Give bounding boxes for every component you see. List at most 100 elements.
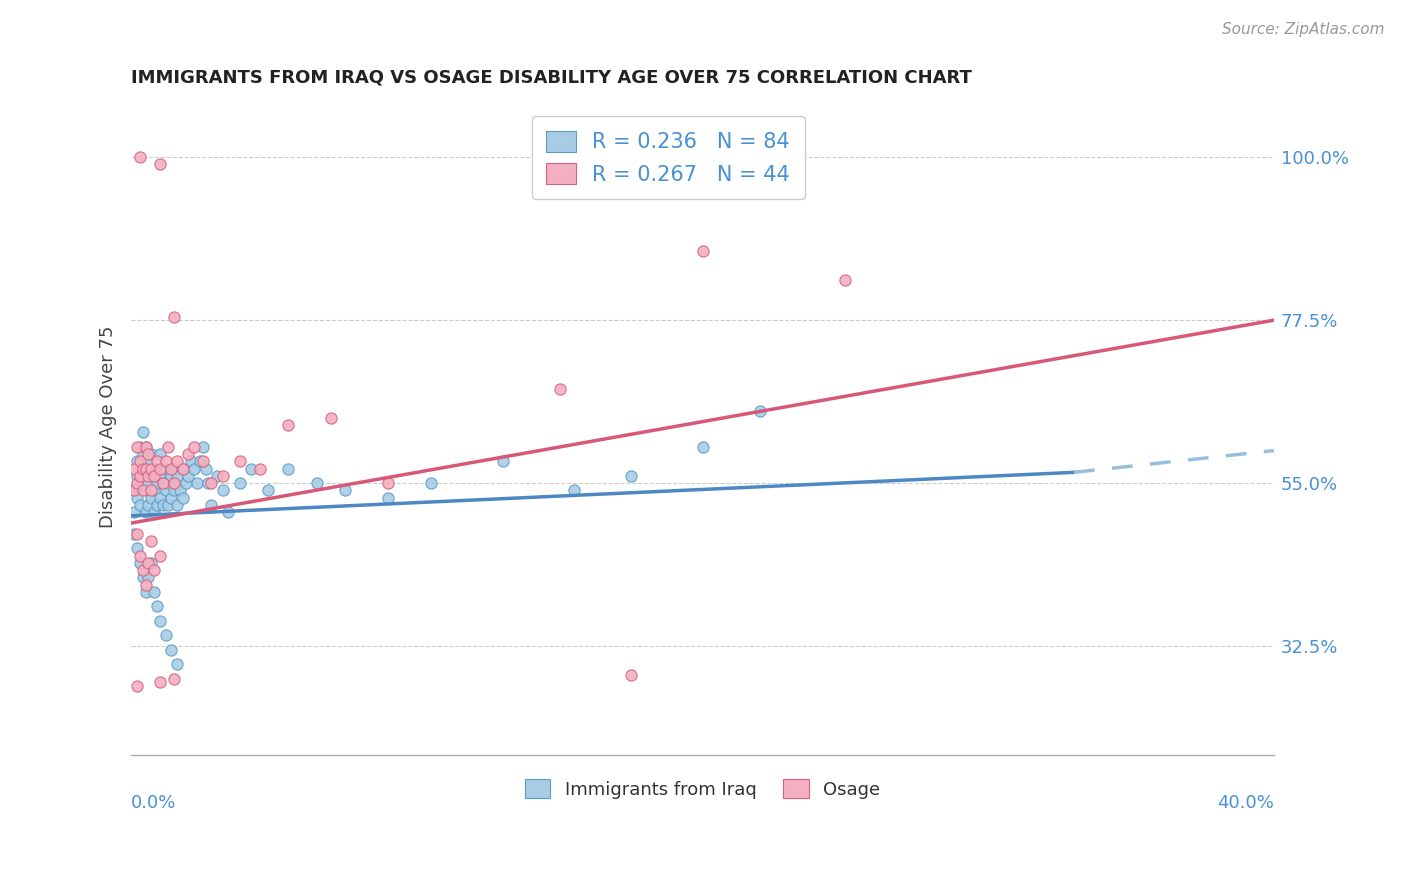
Point xyxy=(172,461,194,475)
Point xyxy=(125,527,148,541)
Point xyxy=(229,454,252,468)
Point xyxy=(141,447,163,461)
Point xyxy=(257,483,280,498)
Point xyxy=(160,469,183,483)
Point xyxy=(620,469,643,483)
Point xyxy=(135,585,157,599)
Point xyxy=(146,454,169,468)
Point xyxy=(183,461,205,475)
Point xyxy=(149,614,172,628)
Point xyxy=(321,411,343,425)
Point xyxy=(166,469,188,483)
Point xyxy=(160,461,183,475)
Point xyxy=(122,527,145,541)
Point xyxy=(620,668,643,682)
Point xyxy=(186,476,208,491)
Point xyxy=(188,454,211,468)
Point xyxy=(131,483,153,498)
Point xyxy=(135,483,157,498)
Point xyxy=(149,447,172,461)
Point xyxy=(141,556,163,570)
Point xyxy=(152,476,174,491)
Point xyxy=(217,505,239,519)
Point xyxy=(420,476,443,491)
Point xyxy=(692,440,714,454)
Point xyxy=(548,382,571,396)
Point xyxy=(169,483,191,498)
Point xyxy=(128,150,150,164)
Point xyxy=(163,476,186,491)
Point xyxy=(172,461,194,475)
Point xyxy=(191,454,214,468)
Point xyxy=(163,461,186,475)
Point xyxy=(138,454,160,468)
Point xyxy=(152,476,174,491)
Point xyxy=(177,469,200,483)
Point xyxy=(172,491,194,505)
Text: 40.0%: 40.0% xyxy=(1218,794,1274,812)
Point xyxy=(149,461,172,475)
Point xyxy=(377,476,399,491)
Point xyxy=(174,476,197,491)
Point xyxy=(177,447,200,461)
Legend: Immigrants from Iraq, Osage: Immigrants from Iraq, Osage xyxy=(512,767,893,812)
Point xyxy=(562,483,585,498)
Point xyxy=(155,483,177,498)
Point xyxy=(138,447,160,461)
Point xyxy=(149,549,172,563)
Point xyxy=(138,498,160,512)
Text: Source: ZipAtlas.com: Source: ZipAtlas.com xyxy=(1222,22,1385,37)
Point xyxy=(166,454,188,468)
Point xyxy=(146,599,169,614)
Point xyxy=(125,454,148,468)
Point xyxy=(377,491,399,505)
Point xyxy=(125,440,148,454)
Point xyxy=(155,628,177,642)
Point xyxy=(149,491,172,505)
Point xyxy=(138,469,160,483)
Point xyxy=(131,447,153,461)
Point xyxy=(166,498,188,512)
Point xyxy=(157,498,180,512)
Point xyxy=(131,461,153,475)
Point xyxy=(141,461,163,475)
Point xyxy=(125,679,148,693)
Point xyxy=(131,570,153,584)
Point xyxy=(200,498,222,512)
Point xyxy=(143,483,166,498)
Point xyxy=(163,672,186,686)
Point xyxy=(180,454,202,468)
Point xyxy=(141,483,163,498)
Point xyxy=(335,483,357,498)
Point xyxy=(491,454,513,468)
Point xyxy=(135,440,157,454)
Point xyxy=(131,469,153,483)
Point xyxy=(197,476,219,491)
Point xyxy=(155,461,177,475)
Point xyxy=(157,476,180,491)
Point xyxy=(135,461,157,475)
Point xyxy=(200,476,222,491)
Point xyxy=(141,534,163,549)
Point xyxy=(125,476,148,491)
Point xyxy=(141,491,163,505)
Point xyxy=(194,461,217,475)
Point xyxy=(122,505,145,519)
Point xyxy=(135,461,157,475)
Point xyxy=(155,454,177,468)
Point xyxy=(277,418,299,433)
Point xyxy=(163,483,186,498)
Point xyxy=(748,403,770,417)
Point xyxy=(149,157,172,171)
Point xyxy=(249,461,271,475)
Y-axis label: Disability Age Over 75: Disability Age Over 75 xyxy=(100,326,117,528)
Point xyxy=(143,585,166,599)
Point xyxy=(135,440,157,454)
Point xyxy=(128,476,150,491)
Point xyxy=(834,273,856,287)
Point xyxy=(141,469,163,483)
Point xyxy=(149,675,172,690)
Point xyxy=(131,425,153,440)
Text: IMMIGRANTS FROM IRAQ VS OSAGE DISABILITY AGE OVER 75 CORRELATION CHART: IMMIGRANTS FROM IRAQ VS OSAGE DISABILITY… xyxy=(131,69,972,87)
Point xyxy=(143,563,166,577)
